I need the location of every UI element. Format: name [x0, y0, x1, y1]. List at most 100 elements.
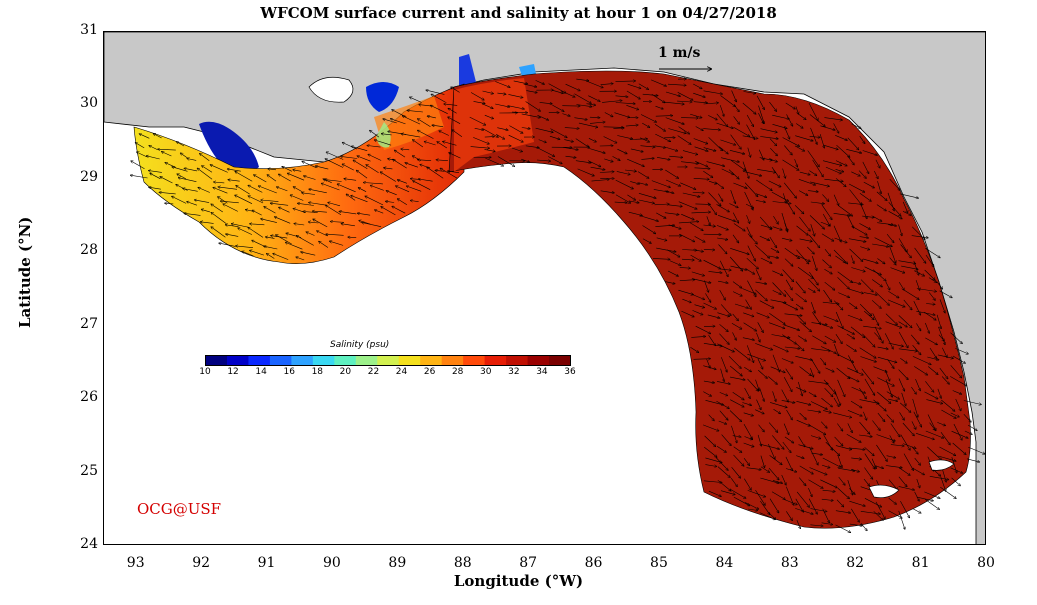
current-arrow — [603, 127, 624, 128]
current-arrow — [628, 200, 639, 203]
current-arrow — [784, 289, 792, 300]
current-arrow — [732, 212, 738, 223]
current-arrow — [773, 215, 778, 224]
current-arrow — [808, 278, 819, 291]
current-arrow — [846, 149, 861, 153]
current-arrow — [848, 376, 858, 382]
current-arrow — [757, 322, 764, 332]
current-arrow — [691, 293, 704, 300]
current-arrow — [794, 145, 804, 151]
current-arrow — [362, 222, 382, 227]
current-arrow — [951, 430, 968, 438]
current-arrow — [928, 277, 937, 283]
current-arrow — [901, 265, 918, 269]
current-arrow — [939, 367, 948, 379]
current-arrow — [691, 278, 711, 283]
current-arrow — [418, 119, 431, 128]
current-arrow — [754, 244, 769, 258]
current-arrow — [924, 269, 935, 280]
current-arrow — [968, 446, 985, 454]
current-arrow — [888, 398, 897, 401]
current-arrow — [822, 160, 842, 166]
current-arrow — [303, 212, 318, 213]
current-arrow — [756, 179, 772, 191]
current-arrow — [899, 402, 911, 412]
current-arrow — [913, 300, 921, 315]
current-arrow — [747, 269, 754, 274]
current-arrow — [258, 186, 277, 194]
current-arrow — [716, 122, 734, 128]
current-arrow — [614, 112, 630, 118]
current-arrow — [716, 381, 730, 384]
current-arrow — [153, 134, 162, 139]
current-arrow — [703, 170, 712, 177]
x-tick-label: 91 — [257, 555, 276, 571]
colorbar-tick-label: 36 — [564, 367, 576, 377]
current-arrow — [745, 299, 752, 310]
current-arrow — [313, 211, 327, 212]
current-arrow — [250, 250, 264, 256]
current-arrow — [325, 180, 342, 182]
current-arrow — [668, 204, 682, 207]
current-arrow — [874, 170, 878, 179]
current-arrow — [219, 243, 236, 247]
current-arrow — [308, 222, 319, 223]
current-arrow — [370, 130, 380, 138]
colorbar-cell — [398, 355, 421, 366]
current-arrow — [615, 179, 634, 189]
current-arrow — [495, 81, 510, 88]
current-arrow — [535, 80, 545, 84]
map-plot-area[interactable] — [103, 31, 986, 545]
current-arrow — [742, 171, 761, 176]
current-arrow — [799, 366, 812, 376]
current-arrow — [864, 266, 882, 275]
current-arrow — [822, 457, 841, 467]
current-arrow — [767, 511, 776, 519]
current-arrow — [227, 169, 241, 172]
current-arrow — [768, 158, 777, 162]
current-arrow — [693, 83, 702, 89]
current-arrow — [600, 190, 615, 193]
colorbar-cell — [420, 355, 443, 366]
current-arrow — [137, 152, 148, 158]
current-arrow — [733, 496, 750, 506]
current-arrow — [729, 488, 746, 498]
current-arrow — [719, 324, 729, 331]
current-arrow — [656, 247, 676, 252]
current-arrow — [859, 237, 869, 238]
current-arrow — [824, 249, 830, 256]
current-arrow — [875, 159, 880, 168]
current-arrow — [708, 335, 716, 345]
current-arrow — [654, 204, 669, 205]
current-arrow — [850, 400, 862, 408]
current-arrow — [849, 248, 863, 262]
current-arrow — [833, 397, 839, 407]
current-arrow — [509, 125, 522, 134]
current-arrow — [401, 134, 421, 138]
map-title: WFCOM surface current and salinity at ho… — [260, 4, 777, 22]
current-arrow — [403, 116, 421, 125]
current-arrow — [733, 126, 750, 136]
current-arrow — [809, 114, 825, 127]
current-arrow — [877, 412, 885, 421]
current-arrow — [786, 486, 793, 505]
current-arrow — [396, 186, 410, 193]
current-arrow — [653, 189, 669, 192]
current-arrow — [665, 281, 675, 284]
current-arrow — [916, 496, 933, 501]
current-arrow — [474, 128, 484, 130]
current-arrow — [743, 322, 757, 331]
current-arrow — [275, 217, 291, 224]
current-arrow — [681, 213, 694, 220]
current-arrow — [835, 160, 847, 166]
current-arrow — [812, 312, 820, 324]
current-arrow — [521, 128, 530, 129]
current-arrow — [626, 105, 638, 109]
current-arrow — [351, 146, 368, 151]
current-arrow — [149, 146, 158, 150]
current-arrow — [695, 204, 710, 205]
current-arrow — [755, 281, 767, 284]
current-arrow — [859, 135, 865, 143]
current-arrow — [733, 454, 744, 466]
current-arrow — [810, 367, 813, 377]
